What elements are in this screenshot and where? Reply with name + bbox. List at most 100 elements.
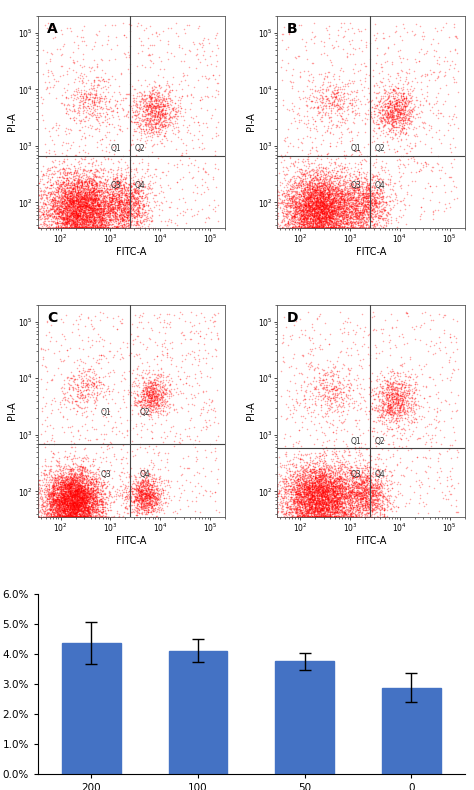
Point (309, 222, 316, 235)
Point (60, 397, 68, 410)
Point (55, 195, 63, 208)
Point (316, 214, 324, 227)
Point (111, 222, 118, 235)
Point (54, 129, 62, 141)
Point (296, 201, 304, 214)
Point (46, 490, 53, 502)
Point (117, 472, 124, 485)
Point (74, 398, 82, 411)
Point (347, 190, 355, 203)
Point (329, 212, 337, 224)
Point (82, 222, 90, 235)
Point (317, 222, 325, 235)
Point (283, 476, 290, 489)
Point (306, 190, 313, 202)
Point (319, 490, 326, 502)
Point (62, 493, 70, 506)
Point (215, 69, 222, 81)
Point (313, 196, 320, 209)
Point (392, 103, 399, 115)
Point (91, 491, 98, 503)
Point (193, 43, 201, 55)
Point (84, 188, 91, 201)
Point (141, 481, 148, 494)
Point (98, 212, 105, 224)
Point (323, 397, 330, 410)
Point (379, 334, 387, 347)
Point (68, 222, 75, 235)
Point (153, 487, 161, 500)
Point (139, 104, 146, 117)
Point (78, 179, 85, 192)
Point (288, 483, 296, 495)
Point (128, 187, 135, 200)
Point (76, 189, 83, 201)
Point (348, 205, 356, 217)
Point (132, 491, 139, 503)
Point (154, 374, 161, 386)
Point (156, 122, 164, 135)
Point (178, 308, 186, 321)
Point (90, 488, 97, 501)
Point (109, 191, 117, 204)
Point (56, 493, 64, 506)
Point (393, 221, 401, 234)
Point (82, 511, 90, 524)
Point (289, 511, 296, 524)
Point (102, 511, 110, 524)
Point (383, 405, 391, 418)
Point (68, 396, 76, 408)
Point (318, 474, 325, 487)
Point (63, 511, 71, 524)
Point (285, 103, 293, 116)
Point (377, 211, 384, 224)
Point (112, 216, 120, 229)
Point (99, 222, 106, 235)
Point (155, 107, 162, 120)
Point (68, 222, 76, 235)
Point (339, 65, 346, 77)
Point (141, 95, 148, 107)
Point (140, 481, 147, 494)
Point (75, 495, 82, 508)
Point (74, 193, 82, 205)
Point (301, 182, 309, 195)
Point (117, 170, 125, 182)
Point (58, 502, 65, 515)
Point (96, 200, 103, 213)
Point (50, 480, 58, 493)
Point (196, 344, 203, 356)
Point (187, 333, 195, 346)
Point (54, 506, 62, 519)
Point (159, 103, 167, 115)
Point (69, 510, 76, 523)
Point (88, 96, 95, 108)
Point (394, 105, 402, 118)
Point (147, 491, 155, 503)
Point (36, 491, 44, 503)
Point (347, 486, 355, 498)
Point (59, 476, 66, 489)
Point (79, 213, 86, 226)
Point (61, 494, 68, 506)
Point (135, 190, 142, 202)
Point (126, 194, 133, 206)
Point (132, 222, 139, 235)
Point (73, 379, 81, 392)
Point (320, 222, 328, 235)
Point (334, 461, 342, 474)
Point (322, 195, 330, 208)
Point (68, 196, 75, 209)
Point (309, 483, 317, 495)
Point (302, 198, 310, 210)
Point (332, 496, 340, 509)
Point (348, 205, 356, 217)
Point (96, 375, 104, 388)
Point (389, 416, 397, 428)
Point (329, 476, 337, 489)
Point (335, 222, 343, 235)
Point (88, 498, 95, 511)
Point (62, 488, 70, 501)
Point (360, 489, 368, 502)
Point (339, 511, 346, 524)
